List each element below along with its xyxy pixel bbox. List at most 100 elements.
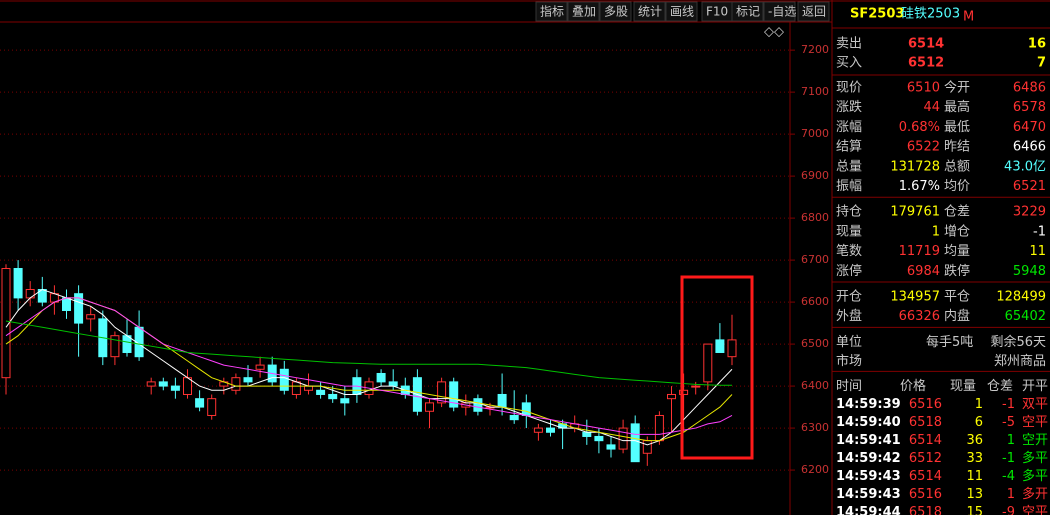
stat-value: 131728: [890, 159, 940, 174]
candle-body: [376, 372, 386, 383]
candle-body: [74, 293, 84, 324]
trade-cell: 空开: [1022, 433, 1048, 448]
trade-cell: 1: [1007, 487, 1015, 502]
trade-cell: 15: [966, 505, 983, 515]
candle-body: [691, 385, 701, 388]
candle-body: [473, 398, 483, 412]
stat-label: 现价: [836, 81, 862, 96]
trade-cell: -1: [1002, 397, 1015, 412]
stat-label: 笔数: [836, 243, 862, 259]
candle-body: [304, 385, 313, 391]
trade-cell: 1: [1007, 433, 1015, 448]
toolbar-button[interactable]: F10: [706, 5, 728, 19]
trade-cell: 6518: [909, 415, 942, 430]
order-label: 卖出: [836, 37, 862, 52]
highlight-box: [680, 275, 754, 460]
trade-cell: 双平: [1022, 397, 1048, 412]
candle-body: [425, 402, 434, 412]
candle-body: [86, 314, 96, 320]
candle-body: [437, 381, 447, 404]
toolbar-button[interactable]: 返回: [802, 5, 826, 19]
candle-body: [449, 381, 459, 408]
toolbar-button-bg[interactable]: [535, 1, 568, 22]
toolbar-button-bg[interactable]: [763, 1, 796, 22]
trades-header: 时间: [836, 379, 862, 394]
toolbar-button-bg[interactable]: [567, 1, 600, 22]
order-price: 6514: [908, 37, 944, 52]
stat-value: 65402: [1005, 309, 1046, 324]
stat-label: 外盘: [836, 308, 862, 324]
stat-value: 134957: [890, 290, 940, 305]
order-volume: 16: [1028, 37, 1046, 52]
trade-cell: 14:59:43: [836, 469, 901, 484]
toolbar-button-bg[interactable]: [633, 1, 666, 22]
trade-cell: -9: [1002, 505, 1015, 515]
toolbar-button[interactable]: 画线: [670, 5, 694, 19]
info-value: 剩余56天: [990, 334, 1046, 350]
instrument-flag: M: [963, 10, 974, 25]
toolbar-button[interactable]: 统计: [638, 5, 662, 19]
candle-body: [715, 339, 725, 353]
toolbar-button[interactable]: 标记: [736, 5, 760, 19]
candle-body: [231, 377, 241, 391]
stat-label: 涨幅: [836, 120, 862, 135]
toolbar-button-bg[interactable]: [797, 1, 830, 22]
trade-cell: 多平: [1022, 468, 1048, 484]
candle-body: [546, 427, 555, 433]
scroll-icons[interactable]: ◇◇: [764, 25, 784, 40]
stat-value: 6466: [1013, 140, 1046, 155]
toolbar-button[interactable]: -自选: [768, 5, 796, 19]
y-tick-label: 7200: [801, 43, 829, 56]
toolbar-button-bg[interactable]: [665, 1, 698, 22]
trade-cell: 6516: [909, 487, 942, 502]
stat-value: 6470: [1013, 120, 1046, 135]
trade-cell: 36: [966, 433, 983, 448]
info-value: 每手5吨: [926, 334, 973, 350]
trade-cell: 空平: [1022, 415, 1048, 430]
candle-body: [1, 268, 11, 379]
candle-body: [606, 444, 616, 450]
stat-value: 43.0亿: [1004, 159, 1046, 174]
y-tick-label: 6600: [801, 295, 829, 308]
stat-value: 1: [932, 224, 940, 239]
y-tick-label: 7100: [801, 85, 829, 98]
stat-value: 0.68%: [899, 120, 940, 135]
candle-body: [279, 368, 289, 391]
stat-value: 66326: [899, 309, 940, 324]
stat-label: 总量: [836, 159, 862, 174]
stat-value: 6486: [1013, 81, 1046, 96]
trade-cell: 1: [975, 397, 983, 412]
y-tick-label: 6500: [801, 337, 829, 350]
toolbar-button-bg[interactable]: [599, 1, 632, 22]
stat-value: 11: [1029, 244, 1046, 259]
toolbar-button[interactable]: 叠加: [572, 5, 596, 19]
toolbar-button[interactable]: 指标: [540, 4, 564, 19]
trade-cell: 多平: [1022, 450, 1048, 466]
stat-label: 持仓: [836, 205, 862, 220]
stat-label: 现量: [836, 224, 862, 239]
trade-cell: 14:59:39: [836, 397, 901, 412]
stat-value: 6522: [907, 140, 940, 155]
trade-cell: 11: [966, 469, 983, 484]
moving-average: [5, 320, 732, 386]
stat-label: 仓差: [944, 205, 970, 220]
toolbar-button[interactable]: 多股: [604, 5, 628, 19]
candle-body: [170, 385, 180, 391]
stat-value: 5948: [1013, 264, 1046, 279]
trades-header: 价格: [900, 378, 926, 394]
stat-value: 128499: [996, 290, 1046, 305]
stat-label: 增仓: [944, 224, 970, 239]
toolbar-button-bg[interactable]: [731, 1, 764, 22]
candle-body: [207, 398, 217, 416]
trade-cell: -5: [1002, 415, 1015, 430]
candle-body: [642, 440, 652, 454]
candle-body: [340, 398, 350, 404]
candle-body: [25, 288, 35, 299]
trade-cell: 多开: [1022, 486, 1048, 502]
trades-header: 仓差: [987, 379, 1013, 394]
trade-cell: 14:59:43: [836, 487, 901, 502]
stat-label: 平仓: [944, 290, 970, 305]
trade-cell: 6: [975, 415, 983, 430]
candle-body: [618, 427, 628, 450]
